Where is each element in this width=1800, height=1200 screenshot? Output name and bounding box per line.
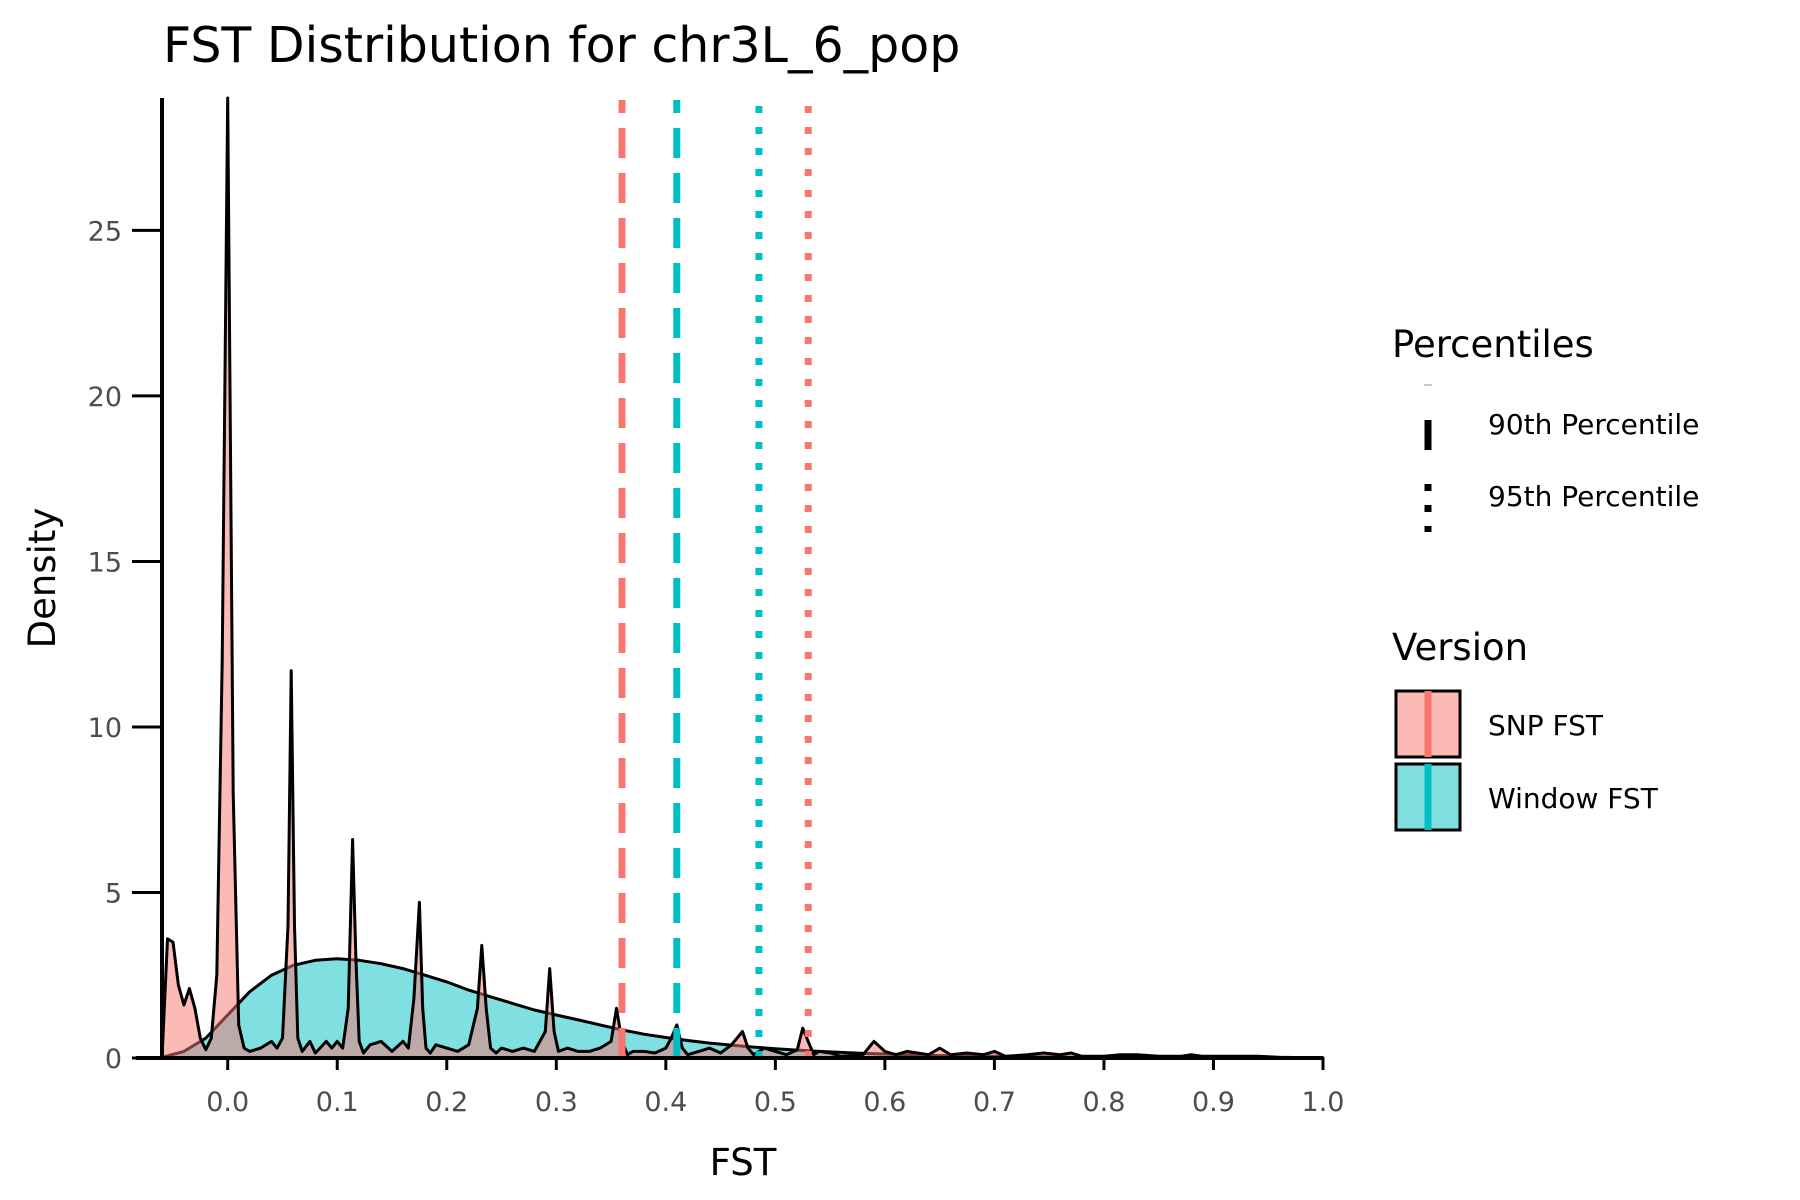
y-axis-ticks: 0 5 10 15 20 25 <box>88 216 162 1075</box>
y-tick-label: 15 <box>88 547 122 578</box>
x-tick-label: 0.5 <box>754 1087 797 1118</box>
y-axis-title: Density <box>21 508 64 649</box>
x-tick-label: 0.2 <box>425 1087 468 1118</box>
plot-area <box>160 96 1325 1060</box>
x-axis-title: FST <box>710 1141 777 1184</box>
legend-version-title: Version <box>1392 626 1528 669</box>
y-tick-label: 5 <box>105 878 122 909</box>
legend-window-label: Window FST <box>1488 782 1659 815</box>
x-axis-ticks: 0.0 0.1 0.2 0.3 0.4 0.5 0.6 0.7 0.8 0.9 1.0 <box>206 1058 1344 1118</box>
y-tick-label: 10 <box>88 713 122 744</box>
y-tick-label: 20 <box>88 382 122 413</box>
y-tick-label: 25 <box>88 216 122 247</box>
x-tick-label: 0.0 <box>206 1087 249 1118</box>
legend-95th-label: 95th Percentile <box>1488 480 1699 513</box>
density-areas <box>160 96 1325 1060</box>
x-tick-label: 0.9 <box>1192 1087 1235 1118</box>
x-tick-label: 1.0 <box>1302 1087 1345 1118</box>
legend: Percentiles 90th Percentile 95th Percent… <box>1392 323 1699 832</box>
x-tick-label: 0.1 <box>316 1087 359 1118</box>
x-tick-label: 0.4 <box>644 1087 687 1118</box>
y-tick-label: 0 <box>105 1044 122 1075</box>
x-tick-label: 0.8 <box>1082 1087 1125 1118</box>
x-tick-label: 0.3 <box>535 1087 578 1118</box>
x-tick-label: 0.7 <box>973 1087 1016 1118</box>
legend-90th-label: 90th Percentile <box>1488 408 1699 441</box>
legend-percentiles-title: Percentiles <box>1392 323 1594 366</box>
legend-snp-label: SNP FST <box>1488 709 1604 742</box>
chart-title: FST Distribution for chr3L_6_pop <box>163 17 960 74</box>
percentile-lines <box>618 100 812 1058</box>
x-tick-label: 0.6 <box>863 1087 906 1118</box>
snp-fst-density-area <box>160 96 1325 1060</box>
